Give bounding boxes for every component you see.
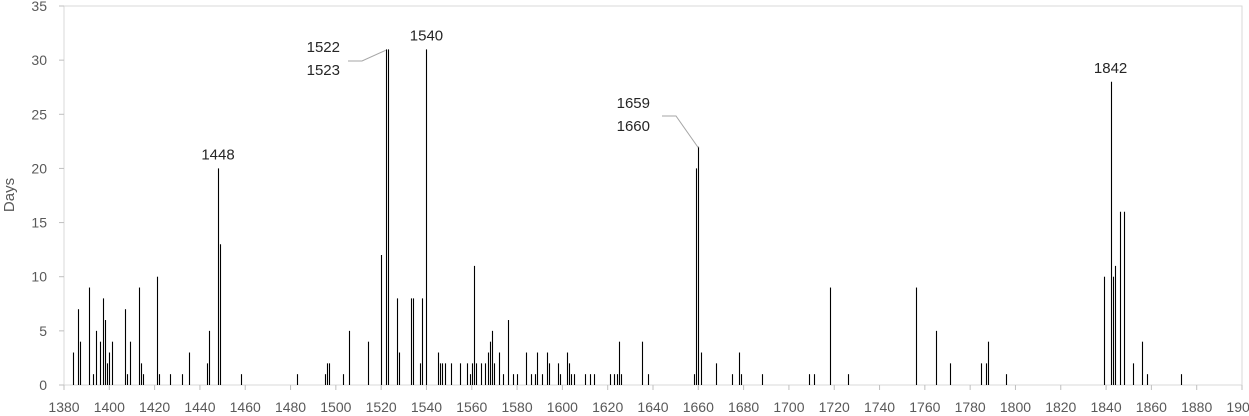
x-tick-label: 1720: [819, 399, 850, 415]
annotations-layer: 1448 1522 1523 1540 1659 1660 1842: [201, 27, 1127, 163]
x-tick-label: 1440: [184, 399, 215, 415]
x-tick-label: 1580: [501, 399, 532, 415]
annotation-label: 1448: [201, 146, 234, 163]
x-tick-label: 1820: [1045, 399, 1076, 415]
annotation-label: 1522: [307, 39, 340, 56]
x-tick-label: 1760: [909, 399, 940, 415]
annotation-label: 1659: [617, 95, 650, 112]
x-tick-label: 1560: [456, 399, 487, 415]
annotation-leader-line: [348, 49, 386, 62]
x-tick-label: 1880: [1181, 399, 1212, 415]
x-tick-label: 1840: [1090, 399, 1121, 415]
x-tick-label: 1460: [230, 399, 261, 415]
x-tick-label: 1600: [547, 399, 578, 415]
x-tick-label: 1380: [48, 399, 79, 415]
x-tick-label: 1800: [1000, 399, 1031, 415]
x-axis: 1380 1400 1420 1440 1460 1480 1500 1520 1540 1560…: [48, 385, 1249, 415]
y-axis-title: Days: [1, 178, 18, 212]
y-tick-label: 5: [39, 323, 47, 339]
y-tick-label: 20: [31, 160, 47, 176]
x-tick-label: 1640: [637, 399, 668, 415]
x-tick-label: 1520: [366, 399, 397, 415]
x-tick-label: 1680: [728, 399, 759, 415]
annotation-label: 1540: [410, 27, 443, 44]
annotation-label: 1660: [617, 118, 650, 135]
x-tick-label: 1700: [773, 399, 804, 415]
bars-layer: [72, 49, 1183, 385]
annotation-leader-line: [662, 115, 699, 149]
x-tick-label: 1620: [592, 399, 623, 415]
x-tick-label: 1500: [320, 399, 351, 415]
annotation-label: 1523: [307, 62, 340, 79]
y-axis: 0 5 10 15 20 25 30 35: [31, 0, 64, 393]
x-tick-label: 1420: [139, 399, 170, 415]
y-tick-label: 15: [31, 215, 47, 231]
y-tick-label: 25: [31, 106, 47, 122]
x-tick-label: 1540: [411, 399, 442, 415]
y-tick-label: 10: [31, 269, 47, 285]
x-tick-label: 1740: [864, 399, 895, 415]
x-tick-label: 1400: [94, 399, 125, 415]
y-tick-label: 30: [31, 52, 47, 68]
x-tick-label: 1900: [1226, 399, 1249, 415]
y-tick-label: 35: [31, 0, 47, 14]
x-tick-label: 1660: [683, 399, 714, 415]
x-tick-label: 1480: [275, 399, 306, 415]
x-tick-label: 1860: [1136, 399, 1167, 415]
x-tick-label: 1780: [955, 399, 986, 415]
y-tick-label: 0: [39, 377, 47, 393]
annotation-label: 1842: [1094, 60, 1127, 77]
